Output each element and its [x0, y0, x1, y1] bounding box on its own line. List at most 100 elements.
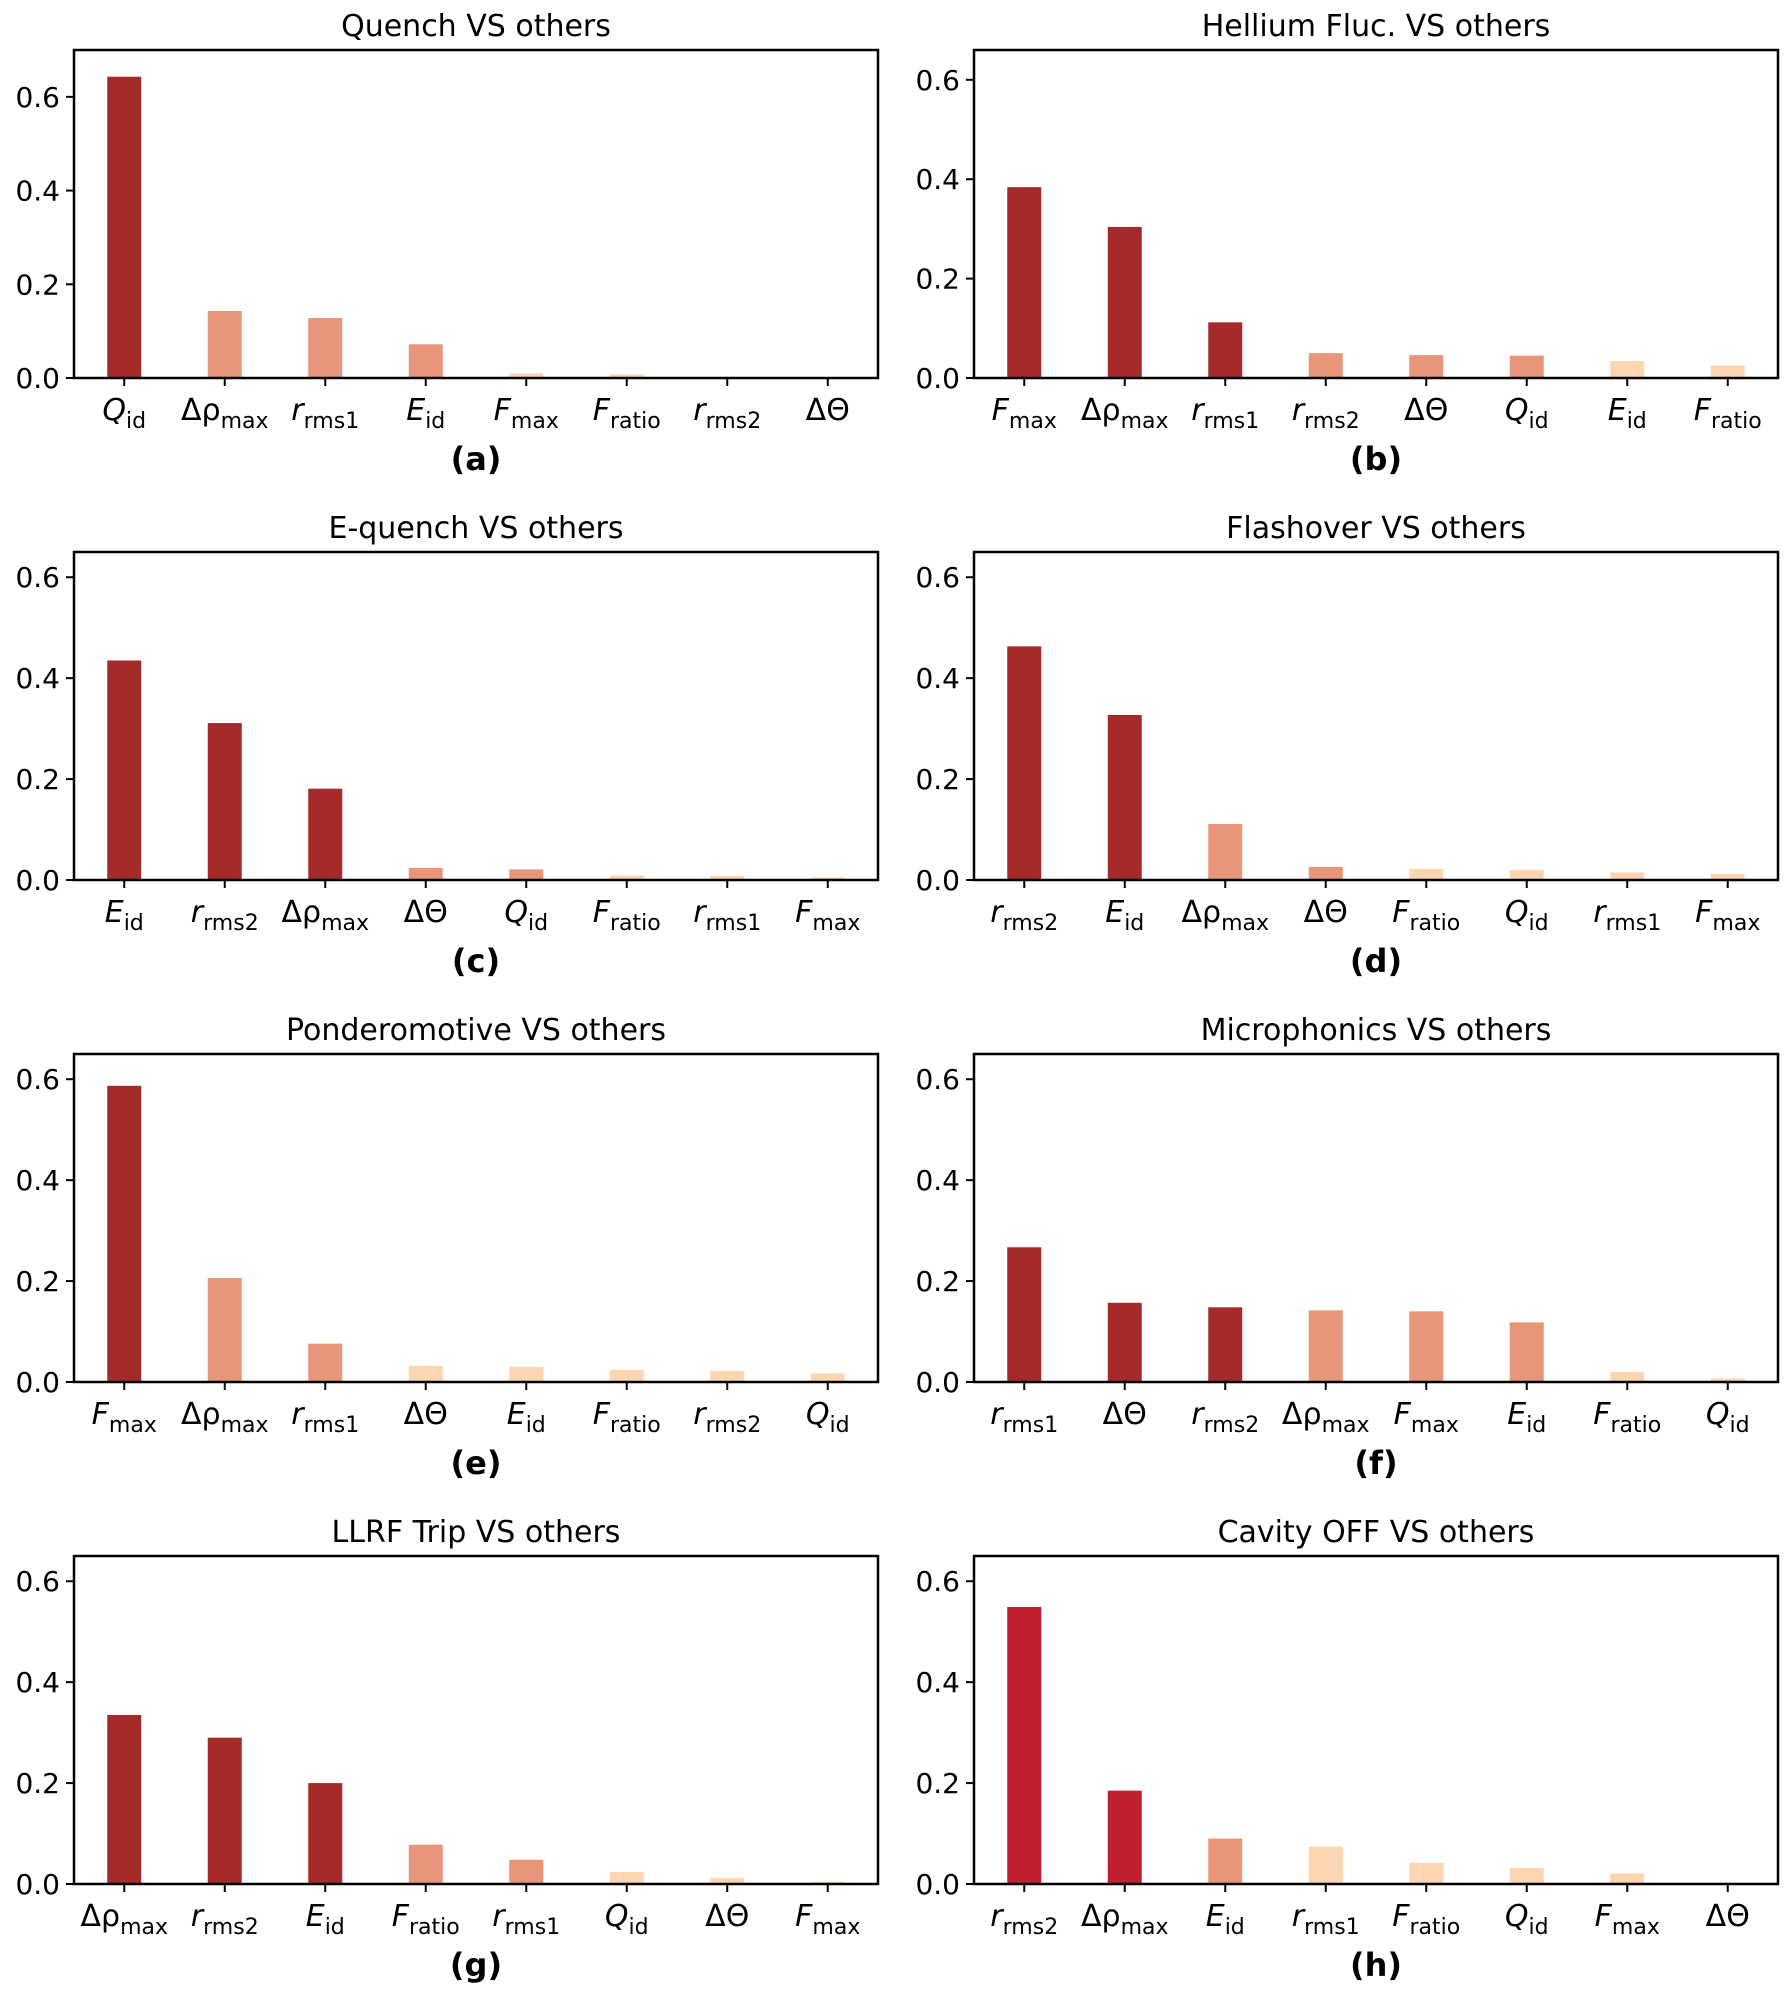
- chart-4-xtick-label: Δρmax: [1181, 895, 1269, 936]
- chart-3-bar: [207, 723, 242, 880]
- chart-5-ytick-label: 0.4: [15, 1164, 60, 1197]
- chart-7-xtick-label: Fmax: [795, 1899, 860, 1940]
- chart-3-xtick-label-sub: rms2: [203, 911, 259, 936]
- chart-1-xtick-label-base: F: [494, 393, 512, 428]
- chart-7-panel-label: (g): [450, 1946, 502, 1984]
- chart-6-xtick-label-base: Δρ: [1282, 1397, 1322, 1432]
- chart-6-bar: [1107, 1302, 1142, 1382]
- chart-1-xtick-label-sub: id: [126, 409, 146, 434]
- chart-6-xtick-label-sub: ratio: [1611, 1413, 1662, 1438]
- chart-6-xtick-label-sub: id: [1526, 1413, 1546, 1438]
- chart-6-axes-frame: [972, 1052, 1780, 1384]
- chart-7-xtick-label-sub: rms2: [203, 1915, 259, 1940]
- chart-3-xtick-label-base: Q: [504, 895, 528, 930]
- chart-2-ytick-label: 0.6: [915, 64, 960, 97]
- chart-6-bar: [1509, 1322, 1544, 1382]
- chart-6-ytick-label: 0.6: [915, 1063, 960, 1096]
- chart-7-xtick-label: Qid: [605, 1899, 649, 1940]
- chart-4-xtick-label: Eid: [1105, 895, 1144, 936]
- chart-8-bar: [1308, 1846, 1343, 1884]
- chart-6-xtick-label: Fmax: [1394, 1397, 1459, 1438]
- chart-2-xtick-label-base: Δρ: [1081, 393, 1121, 428]
- chart-4-ytick-label: 0.6: [915, 561, 960, 594]
- chart-1-xtick-label: rrms1: [291, 393, 359, 434]
- chart-2-title: Hellium Fluc. VS others: [1202, 9, 1551, 44]
- chart-6-bar: [1409, 1311, 1444, 1382]
- chart-6-bar: [1208, 1307, 1243, 1382]
- chart-7-xtick-label-sub: max: [812, 1915, 860, 1940]
- chart-7-xtick-label: Eid: [306, 1899, 345, 1940]
- chart-7-xtick-label-base: ΔΘ: [705, 1899, 749, 1934]
- chart-5-xtick-label-sub: max: [221, 1413, 269, 1438]
- chart-4-xtick-label-base: Δρ: [1181, 895, 1221, 930]
- chart-2-xtick-label-base: r: [1191, 393, 1205, 428]
- chart-8-xtick-label: Eid: [1206, 1899, 1245, 1940]
- chart-1-ytick-label: 0.0: [15, 362, 60, 395]
- chart-3-bar: [107, 660, 142, 880]
- chart-5-xtick-label-sub: id: [526, 1413, 546, 1438]
- chart-1-ytick-label: 0.6: [15, 81, 60, 114]
- chart-1-xtick-label-sub: max: [221, 409, 269, 434]
- chart-4-ytick-label: 0.2: [915, 763, 960, 796]
- chart-2-ytick-label: 0.2: [915, 263, 960, 296]
- chart-6-xtick-label-base: ΔΘ: [1103, 1397, 1147, 1432]
- chart-3-xtick-label-base: F: [593, 895, 611, 930]
- chart-3-xtick-label-sub: id: [124, 911, 144, 936]
- chart-2-bar: [1509, 355, 1544, 378]
- chart-4-xtick-label: Qid: [1505, 895, 1549, 936]
- chart-2-xtick-label-sub: id: [1529, 409, 1549, 434]
- chart-4-bar: [1007, 646, 1042, 880]
- chart-1-xtick-label: Fratio: [593, 393, 661, 434]
- chart-5-bar: [710, 1370, 745, 1382]
- chart-3-xtick-label: Eid: [105, 895, 144, 936]
- chart-8-xtick-label: ΔΘ: [1706, 1899, 1750, 1934]
- chart-1-xtick-label-sub: max: [511, 409, 559, 434]
- chart-2-xtick-label: Fmax: [992, 393, 1057, 434]
- chart-2-xtick-label-base: Q: [1505, 393, 1529, 428]
- chart-4-xtick-label-base: r: [1593, 895, 1607, 930]
- chart-1-xtick-label-base: r: [693, 393, 707, 428]
- chart-8-ytick-label: 0.6: [915, 1565, 960, 1598]
- chart-8-xtick-label: Fmax: [1595, 1899, 1660, 1940]
- chart-2-panel-label: (b): [1350, 440, 1402, 478]
- chart-8-xtick-label-base: ΔΘ: [1706, 1899, 1750, 1934]
- chart-8-axes-frame: [972, 1554, 1780, 1886]
- chart-7-ytick-label: 0.6: [15, 1565, 60, 1598]
- chart-6-ytick-label: 0.0: [915, 1366, 960, 1399]
- chart-5-bar: [308, 1343, 343, 1382]
- chart-6-xtick-label-base: Q: [1706, 1397, 1730, 1432]
- chart-3-ytick-label: 0.6: [15, 561, 60, 594]
- chart-8-xtick-label-sub: id: [1529, 1915, 1549, 1940]
- chart-8-xtick-label: Qid: [1505, 1899, 1549, 1940]
- chart-4-bar: [1710, 873, 1745, 880]
- chart-8-xtick-label-base: r: [1292, 1899, 1306, 1934]
- chart-8-xtick-label: rrms1: [1292, 1899, 1360, 1940]
- chart-4-bar: [1308, 866, 1343, 880]
- chart-1-axes-frame: [72, 48, 880, 380]
- chart-1-bar: [207, 310, 242, 378]
- chart-4-xtick-label-sub: ratio: [1410, 911, 1461, 936]
- chart-6-xtick-label: Qid: [1706, 1397, 1750, 1438]
- chart-3-xtick-label: rrms1: [693, 895, 761, 936]
- chart-7-xtick-label-sub: max: [120, 1915, 168, 1940]
- chart-4-ytick-label: 0.0: [915, 864, 960, 897]
- chart-2-bar: [1409, 355, 1444, 378]
- chart-1-xtick-label-base: Δρ: [181, 393, 221, 428]
- chart-2-xtick-label: Eid: [1608, 393, 1647, 434]
- chart-4-xtick-label: rrms1: [1593, 895, 1661, 936]
- chart-5-xtick-label: rrms1: [291, 1397, 359, 1438]
- chart-4-xtick-label-base: ΔΘ: [1304, 895, 1348, 930]
- chart-1-xtick-label: rrms2: [693, 393, 761, 434]
- chart-4-xtick-label-sub: max: [1221, 911, 1269, 936]
- chart-5-ytick-label: 0.2: [15, 1265, 60, 1298]
- chart-7-xtick-label-base: E: [306, 1899, 325, 1934]
- chart-4-xtick-label-sub: id: [1529, 911, 1549, 936]
- chart-4-xtick-label-base: F: [1392, 895, 1410, 930]
- chart-2-xtick-label-base: E: [1608, 393, 1627, 428]
- chart-3-xtick-label-sub: rms1: [706, 911, 762, 936]
- chart-7-bar: [207, 1737, 242, 1884]
- chart-1-xtick-label-base: F: [593, 393, 611, 428]
- chart-6-xtick-label: Eid: [1507, 1397, 1546, 1438]
